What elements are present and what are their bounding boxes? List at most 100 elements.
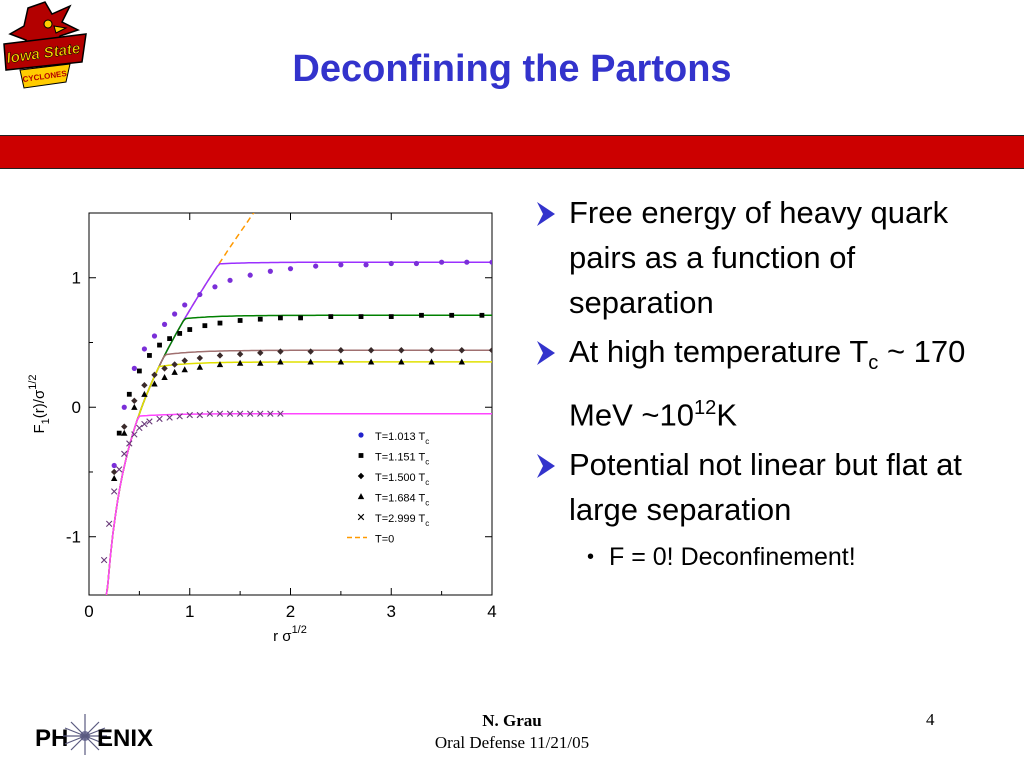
- legend-marker-2: [357, 472, 365, 480]
- data-point-s4-0: [100, 556, 108, 564]
- data-point-s1-18: [449, 312, 455, 318]
- data-point-s2-2: [131, 397, 138, 404]
- data-point-s4-2: [110, 488, 118, 495]
- data-point-s4-6: [131, 431, 138, 438]
- data-point-s1-7: [187, 327, 193, 332]
- data-point-s0-12: [267, 268, 273, 274]
- data-point-s2-10: [236, 350, 244, 358]
- title-divider-bar: [0, 135, 1024, 169]
- data-point-s3-13: [307, 358, 314, 365]
- data-point-s3-7: [181, 366, 188, 373]
- data-point-s4-17: [226, 410, 234, 417]
- bullet-text: Free energy of heavy quark pairs as a fu…: [569, 195, 949, 320]
- data-point-s1-9: [217, 320, 223, 326]
- data-point-s0-8: [197, 291, 203, 298]
- data-point-s1-17: [419, 312, 424, 318]
- data-point-s4-10: [156, 415, 163, 423]
- bullet-text: K: [716, 397, 738, 433]
- series-line-3: [105, 361, 492, 595]
- data-point-s0-17: [388, 260, 394, 267]
- sub-bullet-text: = 0! Deconfinement!: [624, 542, 856, 571]
- data-point-s3-9: [216, 361, 224, 368]
- data-point-s0-4: [151, 333, 158, 339]
- x-axis-label: r σ1/2: [273, 624, 307, 645]
- footer-credit: N. Grau Oral Defense 11/21/05: [0, 710, 1024, 754]
- data-point-s2-13: [307, 348, 314, 355]
- data-point-s1-1: [126, 391, 132, 397]
- data-point-s3-12: [277, 358, 284, 365]
- data-point-s0-14: [313, 263, 319, 269]
- phenix-star-icon: [63, 714, 107, 755]
- legend-label-1: T=1.151 Tc: [375, 452, 429, 467]
- data-point-s4-20: [257, 410, 264, 417]
- series-line-0: [105, 261, 492, 595]
- data-point-s0-3: [141, 346, 148, 352]
- data-point-s1-4: [157, 342, 162, 348]
- phenix-logo: PH ENIX: [35, 714, 153, 755]
- data-point-s2-15: [367, 347, 375, 354]
- legend-label-5: T=0: [375, 534, 394, 546]
- data-point-s2-11: [257, 349, 264, 357]
- data-point-s3-3: [141, 390, 148, 397]
- data-point-s0-6: [172, 311, 178, 317]
- data-point-s4-13: [186, 411, 193, 419]
- data-point-s4-15: [206, 410, 214, 417]
- data-point-s0-11: [247, 272, 253, 278]
- data-point-s1-13: [298, 315, 303, 321]
- y-tick-label-0: 1: [72, 269, 81, 288]
- data-point-s3-15: [367, 358, 375, 365]
- x-tick-label-2: 2: [286, 602, 295, 621]
- data-point-s0-10: [227, 277, 233, 283]
- data-point-s1-0: [116, 430, 122, 436]
- data-point-s4-5: [126, 440, 133, 447]
- data-point-s1-5: [167, 336, 172, 342]
- data-point-s2-19: [488, 347, 492, 354]
- data-point-s4-18: [236, 410, 244, 417]
- data-point-s0-1: [121, 404, 127, 410]
- data-point-s1-8: [202, 323, 208, 329]
- data-point-s1-11: [257, 316, 263, 322]
- data-point-s2-1: [121, 423, 128, 430]
- bullet-text: Potential not linear but flat at large s…: [569, 446, 962, 527]
- legend-label-0: T=1.013 Tc: [375, 431, 429, 446]
- svg-text:PH: PH: [35, 725, 68, 752]
- data-point-s3-10: [236, 359, 244, 366]
- arrow-bullet-icon: [537, 341, 555, 365]
- arrow-bullet-icon: [537, 202, 555, 226]
- data-point-s4-14: [196, 411, 204, 419]
- data-point-s0-9: [212, 284, 218, 290]
- footer-author: N. Grau: [482, 711, 542, 730]
- data-point-s1-15: [358, 314, 364, 319]
- data-point-s3-18: [458, 358, 465, 365]
- legend-label-2: T=1.500 Tc: [375, 472, 429, 487]
- y-axis-label: F1(r)/σ1/2: [27, 374, 52, 433]
- data-point-s0-16: [363, 262, 369, 268]
- data-point-s0-2: [131, 365, 137, 371]
- arrow-bullet-icon: [537, 453, 555, 478]
- legend-marker-4: [357, 513, 365, 521]
- data-point-s2-0: [110, 468, 118, 476]
- data-point-s2-14: [337, 347, 345, 354]
- data-point-s2-12: [277, 348, 284, 355]
- series-line-1: [105, 314, 492, 595]
- data-point-s1-12: [278, 315, 283, 321]
- bullet-text: ~ 170 MeV ~10: [569, 334, 966, 433]
- data-point-s1-19: [479, 312, 485, 318]
- x-tick-label-1: 1: [185, 602, 194, 621]
- y-tick-label-2: -1: [66, 528, 81, 547]
- sub-bullet-prefix: F: [609, 542, 625, 571]
- data-point-s0-7: [182, 302, 188, 308]
- x-tick-label-0: 0: [84, 602, 93, 621]
- data-point-s3-1: [121, 429, 128, 436]
- data-point-s2-8: [196, 354, 204, 362]
- data-point-s3-5: [161, 374, 168, 381]
- bullet-potential: Potential not linear but flat at large s…: [533, 442, 1003, 532]
- data-point-s3-11: [257, 359, 264, 366]
- series-line-2: [105, 349, 492, 595]
- data-point-s2-3: [141, 382, 148, 389]
- data-point-s4-1: [105, 520, 113, 527]
- series-line-4: [105, 412, 492, 595]
- data-point-s0-19: [439, 259, 445, 265]
- data-point-s2-17: [428, 347, 435, 354]
- data-point-s3-8: [196, 363, 204, 370]
